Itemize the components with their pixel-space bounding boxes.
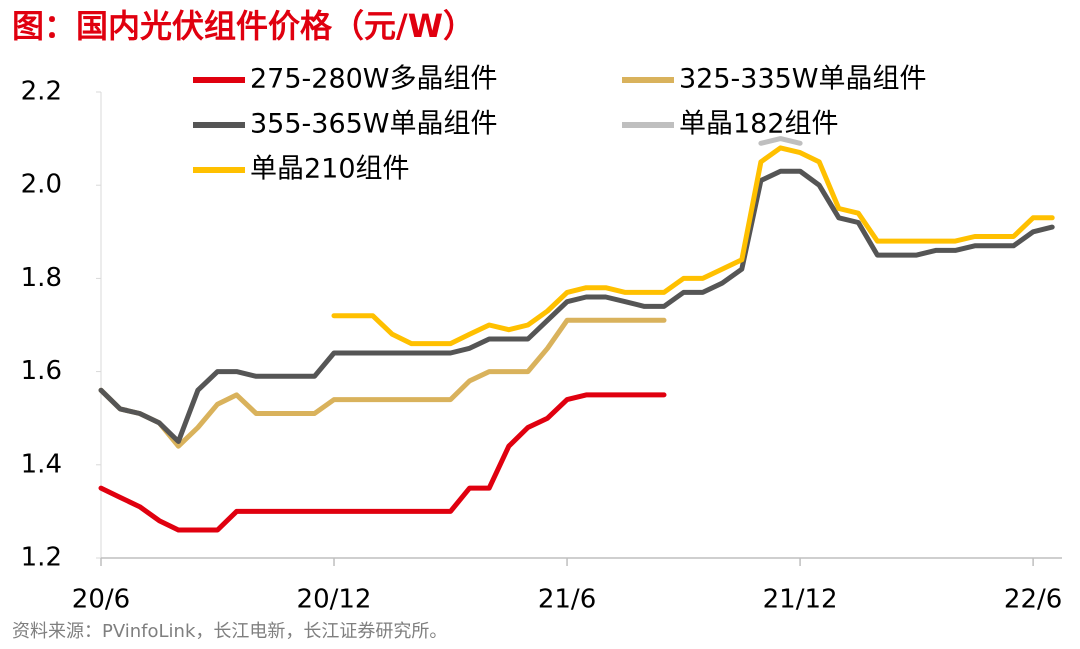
legend-label: 275-280W多晶组件 <box>250 64 498 95</box>
x-tick-label: 20/12 <box>297 585 372 615</box>
series-line <box>758 136 803 146</box>
x-tick-label: 21/6 <box>538 585 596 615</box>
y-tick-label: 1.2 <box>21 543 62 573</box>
legend-label: 单晶182组件 <box>679 109 839 140</box>
legend-label: 325-335W单晶组件 <box>679 64 927 95</box>
legend-label: 单晶210组件 <box>250 154 410 185</box>
x-tick-label: 22/6 <box>1004 585 1062 615</box>
legend-label: 355-365W单晶组件 <box>250 109 498 140</box>
y-tick-label: 2.0 <box>21 170 62 200</box>
y-tick-label: 1.6 <box>21 356 62 386</box>
y-tick-label: 2.2 <box>21 77 62 107</box>
series-line <box>98 317 667 449</box>
chart-title: 图：国内光伏组件价格（元/W） <box>12 7 475 45</box>
y-tick-label: 1.4 <box>21 449 62 479</box>
series-line <box>331 145 1055 347</box>
series-line <box>98 168 1055 444</box>
x-tick-label: 20/6 <box>72 585 130 615</box>
x-tick-label: 21/12 <box>763 585 838 615</box>
series-line <box>98 392 667 533</box>
y-tick-label: 1.8 <box>21 263 62 293</box>
source-note: 资料来源：PVinfoLink，长江电新，长江证券研究所。 <box>12 621 447 642</box>
